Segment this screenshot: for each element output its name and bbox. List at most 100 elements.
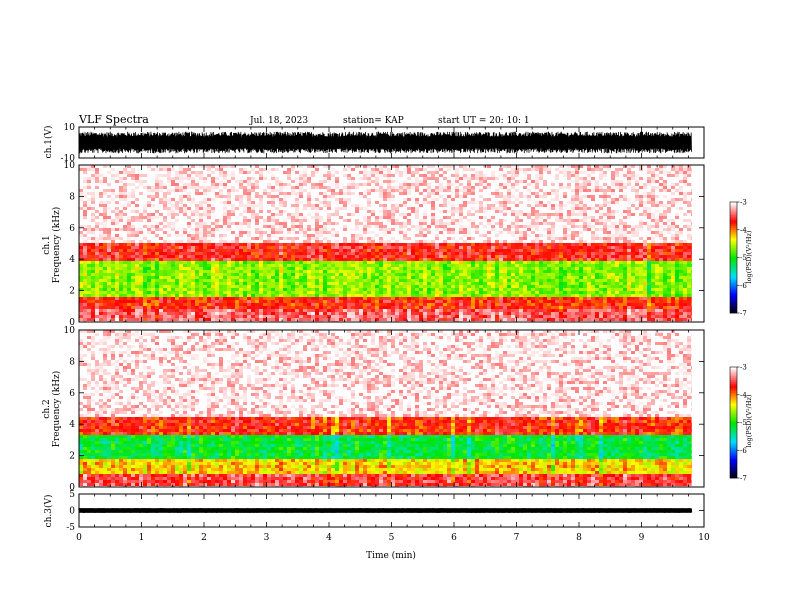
ch2-spectrogram-ytick-label: 10 — [64, 326, 76, 336]
figure-date: Jul. 18, 2023 — [249, 116, 308, 126]
ch2-spectrogram-colorbar-cell — [730, 452, 737, 454]
ch1-spectrogram-ytick-label: 6 — [69, 224, 75, 234]
ch1-spectrogram-colorbar-cell — [730, 237, 737, 239]
ch2-spectrogram-colorbar-cell — [730, 386, 737, 388]
ch2-spectrogram-channel-label: ch.2 — [42, 399, 52, 418]
ch1-spectrogram-colorbar-cell — [730, 289, 737, 291]
ch1-spectrogram-ylabel: Frequency (kHz) — [51, 207, 62, 284]
ch2-spectrogram-colorbar-cell — [730, 450, 737, 452]
ch1-spectrogram-colorbar-cell — [730, 209, 737, 211]
ch1-spectrogram-colorbar-cell — [730, 254, 737, 256]
ch1-spectrogram-colorbar-cell — [730, 298, 737, 300]
ch2-spectrogram-colorbar-cell — [730, 419, 737, 421]
ch1-spectrogram-colorbar-tick-label: -3 — [740, 199, 747, 207]
ch2-spectrogram-colorbar-cell — [730, 406, 737, 408]
ch1-spectrogram-colorbar-cell — [730, 295, 737, 297]
ch2-spectrogram-colorbar-cell — [730, 415, 737, 417]
ch1-waveform-panel: 10-10 — [61, 123, 705, 164]
ch1-spectrogram-colorbar-cell — [730, 248, 737, 250]
x-tick-label: 0 — [76, 533, 82, 543]
ch2-spectrogram-colorbar-cell — [730, 413, 737, 415]
ch1-colorbar-label: log(PSD)(V²/Hz) — [745, 230, 753, 283]
ch1-spectrogram-colorbar-cell — [730, 213, 737, 215]
ch1-spectrogram-colorbar-cell — [730, 300, 737, 302]
ch1-spectrogram-colorbar-cell — [730, 246, 737, 248]
ch2-spectrogram-colorbar-cell — [730, 411, 737, 413]
ch1-spectrogram-cells — [79, 165, 692, 322]
ch2-spectrogram-colorbar-cell — [730, 458, 737, 460]
ch1-spectrogram-colorbar-cell — [730, 232, 737, 234]
ch2-spectrogram-colorbar-cell — [730, 417, 737, 419]
ch1-spectrogram-colorbar-cell — [730, 285, 737, 287]
ch1-spectrogram-colorbar-cell — [730, 269, 737, 271]
ch2-spectrogram-colorbar-cell — [730, 461, 737, 463]
figure-start-time: start UT = 20: 10: 1 — [438, 116, 530, 126]
ch2-spectrogram-colorbar-tick-label: -7 — [740, 475, 747, 483]
ch2-spectrogram-ytick-label: 8 — [69, 357, 75, 367]
ch1-spectrogram-colorbar-cell — [730, 265, 737, 267]
ch2-spectrogram-colorbar-cell — [730, 471, 737, 473]
x-tick-label: 10 — [698, 533, 710, 543]
ch1-spectrogram-colorbar-cell — [730, 215, 737, 217]
ch1-waveform-trace — [79, 132, 692, 154]
ch1-spectrogram-colorbar-cell — [730, 293, 737, 295]
ch1-spectrogram-ytick-label: 4 — [69, 255, 75, 265]
x-tick-label: 8 — [576, 533, 582, 543]
ch1-spectrogram-colorbar-cell — [730, 287, 737, 289]
ch3-waveform-ytick-label: -5 — [66, 523, 75, 533]
ch2-spectrogram-colorbar-cell — [730, 380, 737, 382]
ch2-spectrogram-colorbar-cell — [730, 376, 737, 378]
ch1-spectrogram-colorbar-cell — [730, 243, 737, 245]
ch2-spectrogram-ytick-label: 6 — [69, 389, 75, 399]
ch2-spectrogram-colorbar-cell — [730, 443, 737, 445]
ch2-spectrogram-colorbar-cell — [730, 395, 737, 397]
ch2-spectrogram-ytick-label: 4 — [69, 420, 75, 430]
ch1-spectrogram-colorbar-cell — [730, 233, 737, 235]
ch2-spectrogram-colorbar-cell — [730, 467, 737, 469]
ch1-spectrogram-colorbar-cell — [730, 208, 737, 210]
ch1-spectrogram-colorbar-cell — [730, 202, 737, 204]
ch1-spectrogram-channel-label: ch.1 — [42, 235, 52, 254]
ch2-spectrogram-colorbar-cell — [730, 373, 737, 375]
figure-title: VLF Spectra — [78, 113, 149, 126]
ch1-spectrogram-colorbar-cell — [730, 204, 737, 206]
ch3-waveform-ylabel: ch.3(V) — [43, 495, 54, 528]
ch1-spectrogram-colorbar-cell — [730, 272, 737, 274]
ch2-spectrogram-colorbar-cell — [730, 374, 737, 376]
ch2-spectrogram-colorbar-cell — [730, 454, 737, 456]
ch2-spectrogram-colorbar-cell — [730, 474, 737, 476]
ch1-spectrogram-ytick-label: 10 — [64, 161, 76, 171]
ch1-spectrogram-colorbar-cell — [730, 267, 737, 269]
ch2-spectrogram-colorbar-cell — [730, 382, 737, 384]
ch2-spectrogram-colorbar-cell — [730, 434, 737, 436]
x-tick-label: 3 — [264, 533, 270, 543]
figure-station: station= KAP — [343, 116, 404, 126]
x-tick-label: 1 — [139, 533, 145, 543]
ch1-spectrogram-colorbar-cell — [730, 241, 737, 243]
ch1-spectrogram-colorbar-cell — [730, 211, 737, 213]
ch2-spectrogram-colorbar-cell — [730, 393, 737, 395]
ch1-spectrogram-colorbar-cell — [730, 270, 737, 272]
ch1-spectrogram-colorbar-cell — [730, 309, 737, 311]
ch1-spectrogram-colorbar-cell — [730, 261, 737, 263]
ch1-spectrogram-colorbar-cell — [730, 263, 737, 265]
ch2-spectrogram-colorbar-cell — [730, 421, 737, 423]
ch1-spectrogram-colorbar-tick-label: -7 — [740, 310, 747, 318]
ch2-spectrogram-colorbar-cell — [730, 448, 737, 450]
ch1-spectrogram-colorbar-cell — [730, 282, 737, 284]
ch1-spectrogram-colorbar-cell — [730, 206, 737, 208]
ch1-spectrogram-colorbar-cell — [730, 304, 737, 306]
ch1-spectrogram-colorbar-cell — [730, 291, 737, 293]
ch2-spectrogram-colorbar-cell — [730, 437, 737, 439]
ch1-spectrogram-colorbar-cell — [730, 302, 737, 304]
ch2-spectrogram-colorbar-cell — [730, 445, 737, 447]
ch2-spectrogram-colorbar-cell — [730, 441, 737, 443]
x-tick-label: 7 — [514, 533, 520, 543]
ch1-spectrogram-colorbar-cell — [730, 226, 737, 228]
x-tick-label: 9 — [639, 533, 645, 543]
ch1-spectrogram-colorbar-cell — [730, 217, 737, 219]
